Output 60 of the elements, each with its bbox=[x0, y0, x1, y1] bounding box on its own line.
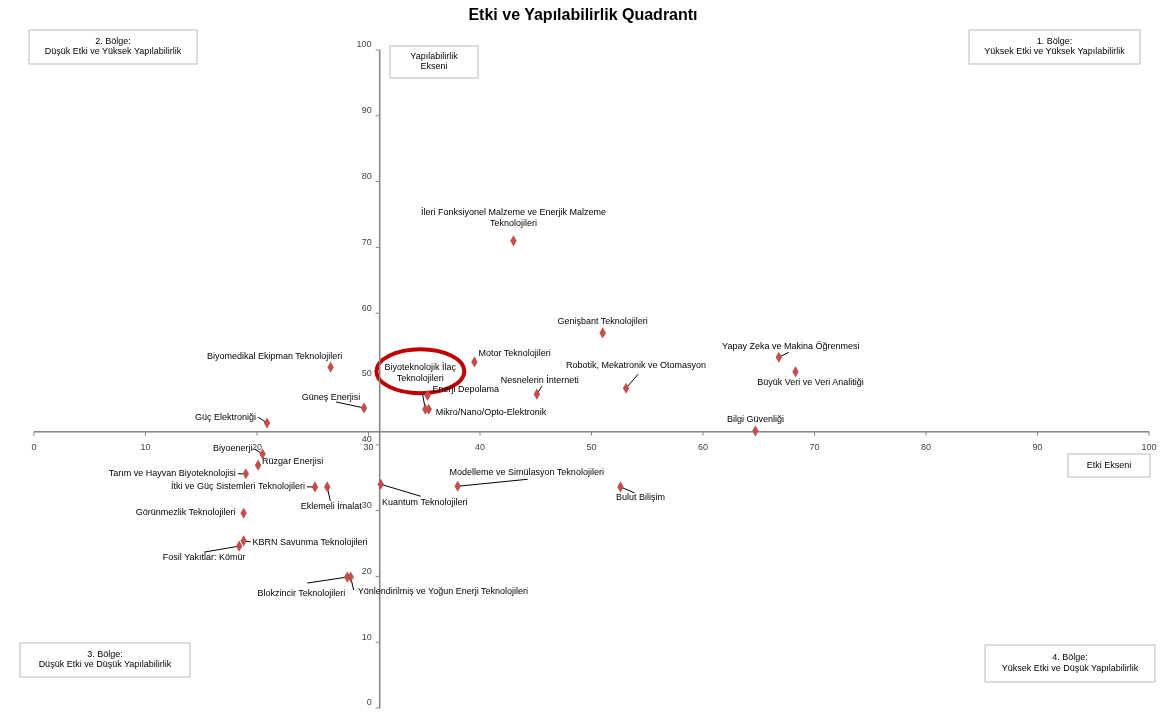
text-box: 1. Bölge: Yüksek Etki ve Yüksek Yapılabilirlik bbox=[968, 29, 1141, 65]
annotation: İtki ve Güç Sistemleri Teknolojileri bbox=[171, 481, 305, 492]
y-tick-label: 30 bbox=[361, 499, 372, 510]
y-tick-label: 50 bbox=[361, 368, 372, 379]
annotation: Genişbant Teknolojileri bbox=[557, 316, 648, 327]
x-tick-label: 90 bbox=[1032, 442, 1043, 453]
annotation: 2. Bölge: Düşük Etki ve Yüksek Yapılabilirlik bbox=[44, 35, 182, 57]
x-tick-label: 10 bbox=[140, 442, 151, 453]
annotation: 3. Bölge: Düşük Etki ve Düşük Yapılabilirlik bbox=[38, 648, 172, 670]
text-box: 3. Bölge: Düşük Etki ve Düşük Yapılabilirlik bbox=[19, 642, 191, 678]
y-tick-label: 40 bbox=[361, 434, 372, 445]
annotation: Güç Elektroniği bbox=[195, 412, 257, 423]
x-tick-label: 40 bbox=[474, 442, 486, 453]
annotation: Mikro/Nano/Opto-Elektronik bbox=[435, 407, 547, 418]
x-tick-label: 0 bbox=[31, 442, 37, 453]
y-tick-label: 90 bbox=[361, 105, 372, 116]
annotation: Yapay Zeka ve Makina Öğrenmesi bbox=[722, 341, 860, 352]
text-box: Etki Ekseni bbox=[1067, 453, 1151, 478]
annotation: İleri Fonksiyonel Malzeme ve Enerjik Malzeme Teknolojileri bbox=[420, 207, 606, 229]
x-tick-label: 60 bbox=[697, 442, 709, 453]
annotation: Fosil Yakıtlar: Kömür bbox=[162, 552, 246, 563]
x-tick-label: 20 bbox=[251, 442, 263, 453]
y-tick-label: 70 bbox=[361, 236, 372, 247]
annotation: Eklemeli İmalat bbox=[300, 501, 363, 512]
annotation: Modelleme ve Simülasyon Teknolojileri bbox=[449, 467, 604, 478]
annotation: Biyoenerji bbox=[213, 443, 253, 454]
x-axis-title: Etki Ekseni bbox=[1086, 459, 1132, 470]
annotation: KBRN Savunma Teknolojileri bbox=[252, 537, 368, 548]
annotation: 1. Bölge: Yüksek Etki ve Yüksek Yapılabilirlik bbox=[984, 35, 1126, 57]
annotation: Kuantum Teknolojileri bbox=[382, 497, 468, 508]
annotation: Yönlendirilmiş ve Yoğun Enerji Teknolojileri bbox=[357, 586, 529, 597]
annotation: Bulut Bilişim bbox=[615, 492, 665, 503]
annotation: Rüzgar Enerjisi bbox=[262, 456, 324, 467]
x-tick-label: 100 bbox=[1141, 442, 1157, 453]
annotation: Biyoteknolojik İlaç Teknolojileri bbox=[384, 362, 457, 384]
chart-title: Etki ve Yapılabilirlik Quadrantı bbox=[468, 6, 698, 23]
annotation: 4. Bölge: Yüksek Etki ve Düşük Yapılabilirlik bbox=[1001, 652, 1139, 674]
y-tick-label: 100 bbox=[356, 39, 372, 50]
annotation: Tarım ve Hayvan Biyoteknolojisi bbox=[108, 468, 236, 479]
annotation: Güneş Enerjisi bbox=[301, 392, 361, 403]
annotation: Bilgi Güvenliği bbox=[726, 414, 784, 425]
y-tick-label: 0 bbox=[366, 697, 372, 708]
annotation: Büyük Veri ve Veri Analitiği bbox=[757, 377, 864, 388]
annotation: Nesnelerin İnterneti bbox=[500, 375, 579, 386]
text-box: 4. Bölge: Yüksek Etki ve Düşük Yapılabilirlik bbox=[984, 644, 1156, 683]
annotation: Görünmezlik Teknolojileri bbox=[135, 507, 236, 518]
annotation: Biyomedikal Ekipman Teknolojileri bbox=[206, 351, 343, 362]
text-box: Yapılabilirlik Ekseni bbox=[389, 45, 479, 79]
x-tick-label: 50 bbox=[586, 442, 597, 453]
y-axis-title: Yapılabilirlik Ekseni bbox=[410, 50, 459, 72]
annotation: Motor Teknolojileri bbox=[478, 348, 551, 359]
text-box: 2. Bölge: Düşük Etki ve Yüksek Yapılabilirlik bbox=[28, 29, 198, 65]
x-tick-label: 70 bbox=[809, 442, 820, 453]
annotation: Blokzincir Teknolojileri bbox=[257, 588, 346, 599]
y-tick-label: 10 bbox=[361, 631, 372, 642]
annotation: Robotik, Mekatronik ve Otomasyon bbox=[566, 360, 707, 371]
y-tick-label: 60 bbox=[361, 302, 372, 313]
y-tick-label: 20 bbox=[361, 565, 372, 576]
x-tick-label: 80 bbox=[920, 442, 932, 453]
y-tick-label: 80 bbox=[361, 170, 372, 181]
